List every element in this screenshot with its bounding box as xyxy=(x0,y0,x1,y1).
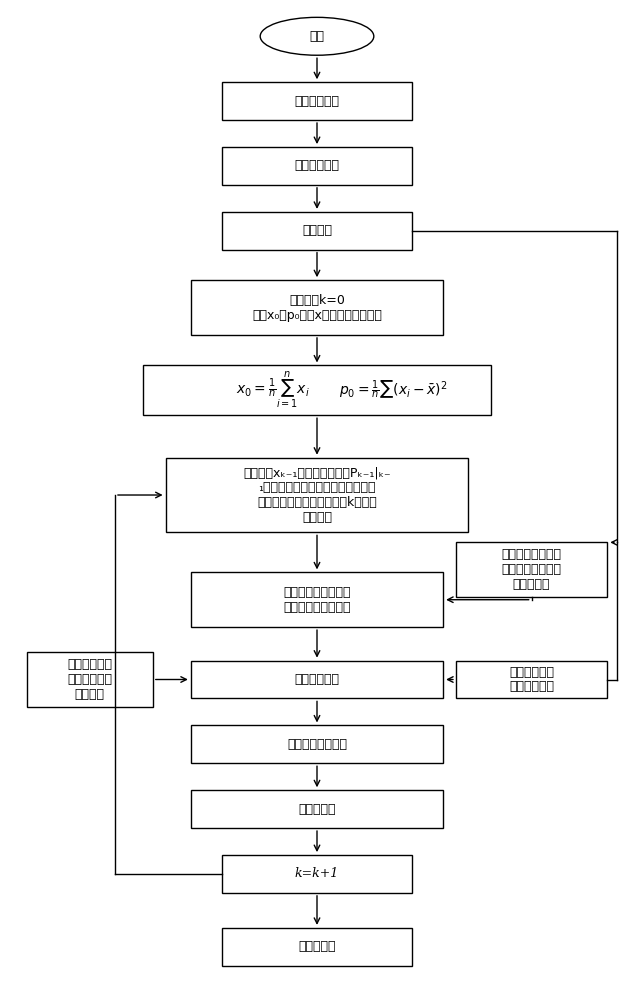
Text: 渐消记忆指数
法估计过程噪
声协方差: 渐消记忆指数 法估计过程噪 声协方差 xyxy=(67,658,112,701)
FancyBboxPatch shape xyxy=(191,661,443,698)
Text: 混合预测轴功率点集
计算点集对应的均值: 混合预测轴功率点集 计算点集对应的均值 xyxy=(283,586,351,614)
Text: 输出轴功率: 输出轴功率 xyxy=(298,940,336,953)
Text: 卡尔曼估计扭矩值: 卡尔曼估计扭矩值 xyxy=(287,738,347,751)
FancyBboxPatch shape xyxy=(223,212,411,250)
FancyBboxPatch shape xyxy=(223,928,411,966)
FancyBboxPatch shape xyxy=(223,82,411,120)
FancyBboxPatch shape xyxy=(165,458,469,532)
FancyBboxPatch shape xyxy=(223,147,411,185)
Text: 初始化，k=0
计算x₀，p₀，（x为扭矩的测量值）: 初始化，k=0 计算x₀，p₀，（x为扭矩的测量值） xyxy=(252,294,382,322)
Text: 根据转速测量值和
方差，蒙特卡罗生
成转速点集: 根据转速测量值和 方差，蒙特卡罗生 成转速点集 xyxy=(501,548,562,591)
Text: 计算各协方差: 计算各协方差 xyxy=(295,673,339,686)
Text: 开始: 开始 xyxy=(309,30,325,43)
Text: k=k+1: k=k+1 xyxy=(295,867,339,880)
FancyBboxPatch shape xyxy=(456,661,607,698)
Text: 校正法估计量
测噪声协方差: 校正法估计量 测噪声协方差 xyxy=(509,666,554,694)
Text: $x_0=\frac{1}{n}\sum_{i=1}^{n}x_i$: $x_0=\frac{1}{n}\sum_{i=1}^{n}x_i$ xyxy=(236,370,309,411)
FancyBboxPatch shape xyxy=(191,280,443,335)
FancyBboxPatch shape xyxy=(456,542,607,597)
Text: 建立状态方程: 建立状态方程 xyxy=(295,95,339,108)
FancyBboxPatch shape xyxy=(191,725,443,763)
Text: 计算轴功率: 计算轴功率 xyxy=(298,803,336,816)
FancyBboxPatch shape xyxy=(143,365,491,415)
FancyBboxPatch shape xyxy=(27,652,153,707)
Text: 建立量测方程: 建立量测方程 xyxy=(295,159,339,172)
FancyBboxPatch shape xyxy=(191,572,443,627)
FancyBboxPatch shape xyxy=(223,855,411,893)
Ellipse shape xyxy=(260,17,374,55)
Text: 根据扭矩xₖ₋₁估计值和协方差Pₖ₋₁|ₖ₋
₁，蒙特卡罗生成点集，根据状态方
程做点集非线性变换，估计k时刻状
态预测值: 根据扭矩xₖ₋₁估计值和协方差Pₖ₋₁|ₖ₋ ₁，蒙特卡罗生成点集，根据状态方 … xyxy=(243,466,391,524)
Text: 数据采集: 数据采集 xyxy=(302,224,332,237)
Text: $p_0=\frac{1}{n}\sum(x_i-\bar{x})^2$: $p_0=\frac{1}{n}\sum(x_i-\bar{x})^2$ xyxy=(339,379,447,402)
FancyBboxPatch shape xyxy=(191,790,443,828)
